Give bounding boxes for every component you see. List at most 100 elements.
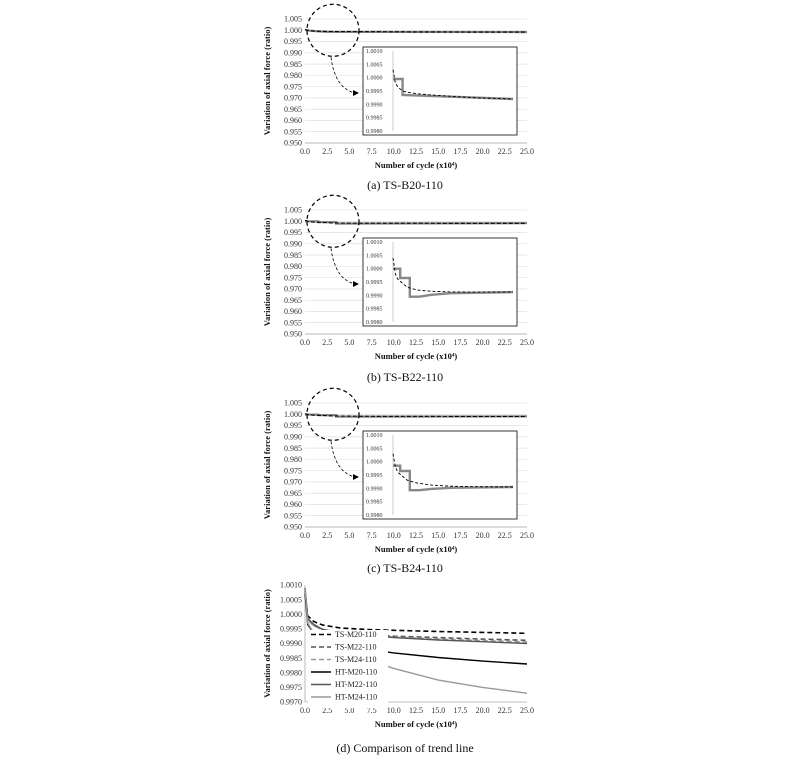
y-tick-label: 0.955 [284,511,302,520]
series-line-TS-M24-110 [304,590,528,643]
inset-trend-line [392,453,514,488]
y-tick-label: 0.9975 [280,683,302,692]
legend-label: TS-M24-110 [335,655,376,664]
legend-label: TS-M22-110 [335,643,376,652]
zoom-arrow [330,248,356,285]
y-tick-label: 0.970 [284,94,302,103]
x-tick-label: 0.0 [300,147,310,156]
x-tick-label: 5.0 [344,338,354,347]
x-tick-label: 25.0 [520,338,534,347]
inset-y-tick-label: 0.9985 [366,307,383,313]
legend-label: TS-M20-110 [335,630,376,639]
inset-measured-line [393,267,514,298]
chart-panel-4: 1.0010 1.0005 1.0000 0.9995 0.9990 0.9985 0.99… [262,581,534,755]
x-tick-label: 5.0 [344,147,354,156]
y-tick-label: 0.950 [284,139,302,148]
y-tick-label: 0.9995 [280,625,302,634]
inset-y-tick-label: 1.0005 [366,446,383,452]
y-tick-label: 0.980 [284,262,302,271]
inset-y-tick-label: 1.0005 [366,253,383,259]
chart-panel-3: 1.005 1.000 0.995 0.990 0.985 0.980 0.975 0.970… [262,387,534,575]
y-axis-title: Variation of axial force (ratio) [262,27,272,136]
x-tick-label: 12.5 [409,531,423,540]
legend-label: HT-M22-110 [335,680,377,689]
y-tick-label: 1.0005 [280,595,302,604]
y-tick-label: 1.000 [284,26,302,35]
y-tick-label: 1.000 [284,410,302,419]
y-tick-label: 0.9985 [280,654,302,663]
inset-y-tick-label: 0.9980 [366,129,383,135]
y-tick-label: 0.9980 [280,668,302,677]
x-tick-label: 0.0 [300,338,310,347]
inset-frame [362,237,518,327]
x-tick-label: 7.5 [367,706,377,715]
inset-y-tick-label: 0.9995 [366,473,383,479]
y-tick-label: 0.985 [284,60,302,69]
arrowhead-icon [353,281,359,287]
panel-caption: (b) TS-B22-110 [367,370,443,384]
legend-background [308,630,388,708]
x-tick-label: 20.0 [476,147,490,156]
y-tick-label: 0.950 [284,523,302,532]
x-tick-label: 20.0 [476,706,490,715]
x-axis-title: Number of cycle (x10⁴) [375,160,458,170]
y-tick-label: 0.965 [284,105,302,114]
series-line-TS-M20-110 [304,590,528,635]
y-tick-label: 0.960 [284,307,302,316]
x-tick-label: 0.0 [300,531,310,540]
zoom-arrow [330,57,356,94]
x-tick-label: 5.0 [344,531,354,540]
x-tick-label: 15.0 [431,338,445,347]
chart-panel-1: 1.005 1.000 0.995 0.990 0.985 0.980 0.975 0.970… [262,3,534,192]
y-tick-label: 0.980 [284,455,302,464]
inset-trend-line [392,69,514,100]
x-tick-label: 7.5 [367,531,377,540]
zoom-circle [306,3,360,57]
arrowhead-icon [353,474,359,480]
x-tick-label: 12.5 [409,706,423,715]
inset-y-tick-label: 1.0010 [366,240,383,246]
inset-y-tick-label: 0.9990 [366,486,383,492]
x-tick-label: 15.0 [431,706,445,715]
trend-line [304,413,527,417]
arrowhead-icon [353,90,359,96]
trend-line [304,219,527,224]
x-axis-title: Number of cycle (x10⁴) [375,544,458,554]
inset-plot: 1.0010 1.0005 1.0000 0.9995 0.9990 0.9985 0.99… [362,237,518,327]
y-axis-title: Variation of axial force (ratio) [262,589,272,698]
x-tick-label: 12.5 [409,338,423,347]
panel-caption: (d) Comparison of trend line [336,741,473,755]
x-tick-label: 15.0 [431,531,445,540]
x-tick-label: 22.5 [498,531,512,540]
y-tick-label: 0.990 [284,433,302,442]
y-tick-label: 0.975 [284,273,302,282]
x-tick-label: 17.5 [453,531,467,540]
y-tick-label: 0.985 [284,444,302,453]
zoom-arrow [330,441,356,478]
y-tick-label: 0.990 [284,49,302,58]
inset-y-tick-label: 1.0000 [366,76,383,82]
x-tick-label: 2.5 [322,338,332,347]
x-tick-label: 7.5 [367,338,377,347]
y-tick-label: 1.005 [284,399,302,408]
y-tick-label: 0.985 [284,251,302,260]
x-tick-label: 17.5 [453,706,467,715]
inset-trend-line [392,257,513,293]
inset-frame [362,46,518,136]
y-tick-label: 1.0000 [280,610,302,619]
x-tick-label: 5.0 [344,706,354,715]
x-tick-label: 22.5 [498,147,512,156]
inset-frame [362,430,518,520]
y-tick-label: 0.970 [284,478,302,487]
inset-y-tick-label: 0.9985 [366,500,383,506]
y-tick-label: 0.995 [284,228,302,237]
y-tick-label: 1.005 [284,15,302,24]
inset-y-tick-label: 1.0005 [366,62,383,68]
inset-y-tick-label: 1.0010 [366,433,383,439]
x-tick-label: 20.0 [476,338,490,347]
x-tick-label: 10.0 [387,531,401,540]
y-tick-label: 1.005 [284,206,302,215]
x-axis-title: Number of cycle (x10⁴) [375,351,458,361]
y-tick-label: 0.960 [284,116,302,125]
y-tick-label: 0.9970 [280,698,302,707]
